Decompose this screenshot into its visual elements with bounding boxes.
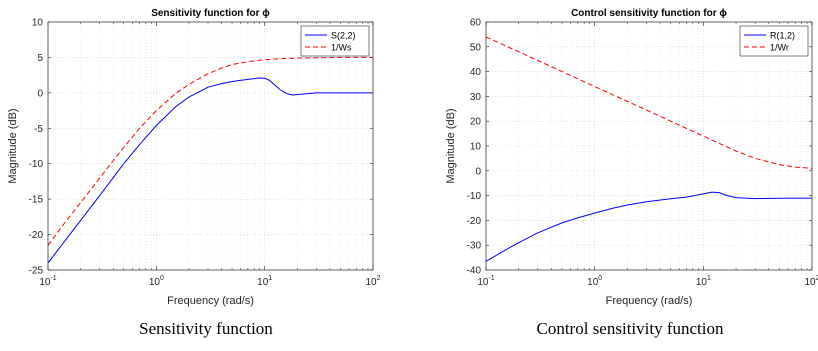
y-tick-label: 30: [470, 92, 482, 103]
legend-label: R(1,2): [770, 31, 795, 41]
chart-title: Sensitivity function for ϕ: [151, 8, 270, 19]
x-tick-label: 101: [257, 275, 272, 288]
y-tick-label: 0: [37, 88, 43, 99]
y-tick-label: -15: [29, 195, 44, 206]
legend: S(2,2) 1/Ws: [300, 25, 370, 57]
y-tick-label: 10: [32, 18, 44, 29]
series-line-1-ws: [47, 56, 373, 246]
axes-box: [47, 21, 374, 271]
y-tick-label: 10: [470, 142, 482, 153]
caption-control-sensitivity-function: Control sensitivity function: [536, 319, 724, 338]
chart-title: Control sensitivity function for ϕ: [571, 8, 727, 19]
y-tick-label: 50: [470, 42, 482, 53]
y-tick-label: 5: [37, 53, 43, 64]
x-tick-label: 10-1: [477, 275, 494, 288]
y-tick-label: -5: [34, 124, 43, 135]
y-tick-label: -10: [467, 191, 482, 202]
x-tick-label: 100: [587, 275, 602, 288]
caption-sensitivity-function: Sensitivity function: [139, 319, 273, 338]
y-tick-label: -20: [467, 216, 482, 227]
legend: R(1,2) 1/Wr: [739, 25, 809, 57]
x-tick-label: 10-1: [39, 275, 56, 288]
legend-box: [739, 25, 809, 57]
series-line-1-wr: [485, 36, 813, 169]
plot-area: [48, 22, 373, 270]
x-tick-label: 102: [365, 275, 380, 288]
y-tick-label: -30: [467, 241, 482, 252]
x-tick-label: 101: [696, 275, 711, 288]
y-tick-label: -10: [29, 159, 44, 170]
legend-box: [300, 25, 370, 57]
series-line-s-2-2-: [47, 77, 373, 264]
y-axis-label: Magnitude (dB): [7, 108, 19, 183]
x-axis-label: Frequency (rad/s): [606, 295, 693, 307]
legend-label: 1/Ws: [331, 43, 352, 53]
y-tick-label: 40: [470, 67, 482, 78]
x-tick-label: 100: [149, 275, 164, 288]
y-axis-label: Magnitude (dB): [445, 108, 457, 183]
series-line-r-1-2-: [485, 191, 813, 262]
legend-label: 1/Wr: [770, 43, 789, 53]
x-axis-label: Frequency (rad/s): [167, 295, 254, 307]
legend-label: S(2,2): [331, 31, 356, 41]
y-tick-label: 20: [470, 117, 482, 128]
y-tick-label: -40: [467, 266, 482, 277]
y-tick-label: -25: [29, 266, 44, 277]
x-tick-label: 102: [804, 275, 818, 288]
y-tick-label: 0: [475, 166, 481, 177]
y-tick-label: -20: [29, 230, 44, 241]
y-tick-label: 60: [470, 18, 482, 29]
